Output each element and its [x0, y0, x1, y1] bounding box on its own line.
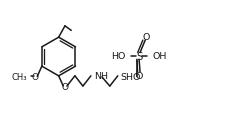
Text: O: O [135, 71, 143, 80]
Text: HO: HO [111, 52, 125, 61]
Text: O: O [143, 33, 150, 42]
Text: O: O [62, 82, 69, 91]
Text: O: O [31, 72, 38, 81]
Text: NH: NH [94, 72, 109, 81]
Text: SHO: SHO [121, 72, 141, 81]
Text: OH: OH [153, 52, 167, 61]
Text: CH₃: CH₃ [11, 72, 27, 81]
Text: S: S [136, 52, 142, 61]
